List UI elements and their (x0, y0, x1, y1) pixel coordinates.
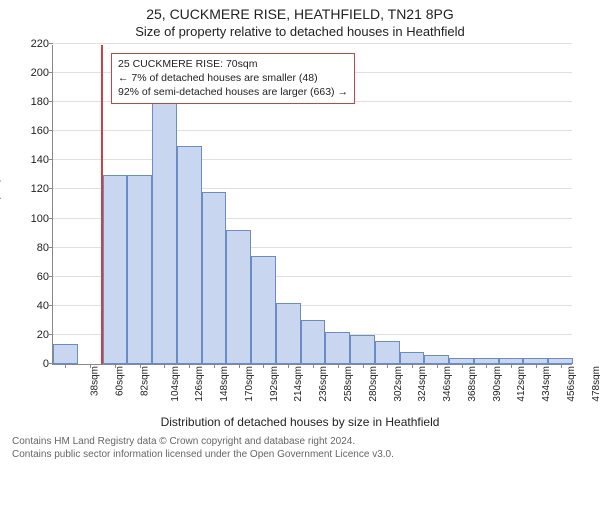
y-tick-label: 180 (31, 96, 53, 108)
x-tick-mark (65, 364, 66, 368)
histogram-bar (276, 303, 301, 364)
x-tick-mark (412, 364, 413, 368)
x-tick-label: 412sqm (516, 366, 527, 402)
x-tick-label: 456sqm (566, 366, 577, 402)
x-tick-mark (313, 364, 314, 368)
x-tick-label: 478sqm (591, 366, 600, 402)
x-tick-label: 324sqm (417, 366, 428, 402)
y-tick-label: 200 (31, 67, 53, 79)
plot-area: 02040608010012014016018020022038sqm60sqm… (52, 45, 572, 365)
y-tick-label: 80 (37, 242, 53, 254)
histogram-bar (103, 175, 128, 364)
x-tick-mark (263, 364, 264, 368)
histogram-bar (177, 146, 202, 364)
x-tick-mark (387, 364, 388, 368)
footer-line-1: Contains HM Land Registry data © Crown c… (12, 435, 588, 448)
y-tick-label: 140 (31, 154, 53, 166)
y-tick-label: 0 (43, 358, 53, 370)
x-tick-mark (363, 364, 364, 368)
x-tick-mark (338, 364, 339, 368)
x-tick-label: 170sqm (244, 366, 255, 402)
x-tick-mark (164, 364, 165, 368)
y-tick-label: 40 (37, 300, 53, 312)
x-tick-label: 236sqm (318, 366, 329, 402)
annotation-line: 92% of semi-detached houses are larger (… (118, 85, 348, 99)
x-tick-label: 368sqm (467, 366, 478, 402)
x-tick-label: 346sqm (442, 366, 453, 402)
histogram-bar (226, 230, 251, 364)
y-tick-label: 20 (37, 329, 53, 341)
page-title: 25, CUCKMERE RISE, HEATHFIELD, TN21 8PG (0, 6, 600, 22)
x-tick-mark (115, 364, 116, 368)
histogram-bar (375, 341, 400, 364)
grid-line (53, 130, 572, 131)
x-tick-label: 104sqm (170, 366, 181, 402)
x-tick-mark (536, 364, 537, 368)
y-tick-label: 60 (37, 271, 53, 283)
histogram-bar (127, 175, 152, 364)
x-tick-label: 280sqm (368, 366, 379, 402)
y-tick-label: 100 (31, 213, 53, 225)
x-tick-label: 148sqm (219, 366, 230, 402)
x-tick-label: 38sqm (90, 366, 101, 396)
x-tick-mark (561, 364, 562, 368)
x-axis-label: Distribution of detached houses by size … (0, 415, 600, 429)
footer-attribution: Contains HM Land Registry data © Crown c… (12, 435, 588, 461)
x-tick-label: 126sqm (195, 366, 206, 402)
y-tick-label: 120 (31, 183, 53, 195)
chart-container: Number of detached properties 0204060801… (0, 45, 600, 413)
histogram-bar (202, 192, 227, 364)
x-tick-mark (288, 364, 289, 368)
histogram-bar (400, 352, 425, 364)
histogram-bar (325, 332, 350, 364)
x-tick-mark (189, 364, 190, 368)
annotation-line: ← 7% of detached houses are smaller (48) (118, 71, 348, 85)
x-tick-mark (486, 364, 487, 368)
grid-line (53, 43, 572, 44)
x-tick-label: 302sqm (393, 366, 404, 402)
property-marker-line (101, 45, 103, 364)
histogram-bar (424, 355, 449, 364)
x-tick-label: 60sqm (115, 366, 126, 396)
annotation-box: 25 CUCKMERE RISE: 70sqm← 7% of detached … (111, 53, 355, 104)
y-axis-label: Number of detached properties (0, 146, 1, 311)
annotation-line: 25 CUCKMERE RISE: 70sqm (118, 57, 348, 71)
histogram-bar (251, 256, 276, 364)
x-tick-mark (437, 364, 438, 368)
x-tick-label: 192sqm (269, 366, 280, 402)
y-tick-label: 220 (31, 38, 53, 50)
x-tick-mark (511, 364, 512, 368)
x-tick-label: 82sqm (139, 366, 150, 396)
x-tick-mark (214, 364, 215, 368)
x-tick-label: 258sqm (343, 366, 354, 402)
grid-line (53, 159, 572, 160)
histogram-bar (53, 344, 78, 364)
x-tick-label: 434sqm (541, 366, 552, 402)
footer-line-2: Contains public sector information licen… (12, 448, 588, 461)
x-tick-label: 214sqm (294, 366, 305, 402)
y-tick-label: 160 (31, 125, 53, 137)
page-subtitle: Size of property relative to detached ho… (0, 24, 600, 39)
x-tick-mark (239, 364, 240, 368)
histogram-bar (301, 320, 326, 364)
histogram-bar (152, 99, 177, 364)
x-tick-mark (140, 364, 141, 368)
histogram-bar (350, 335, 375, 364)
x-tick-mark (462, 364, 463, 368)
x-tick-mark (90, 364, 91, 368)
x-tick-label: 390sqm (492, 366, 503, 402)
